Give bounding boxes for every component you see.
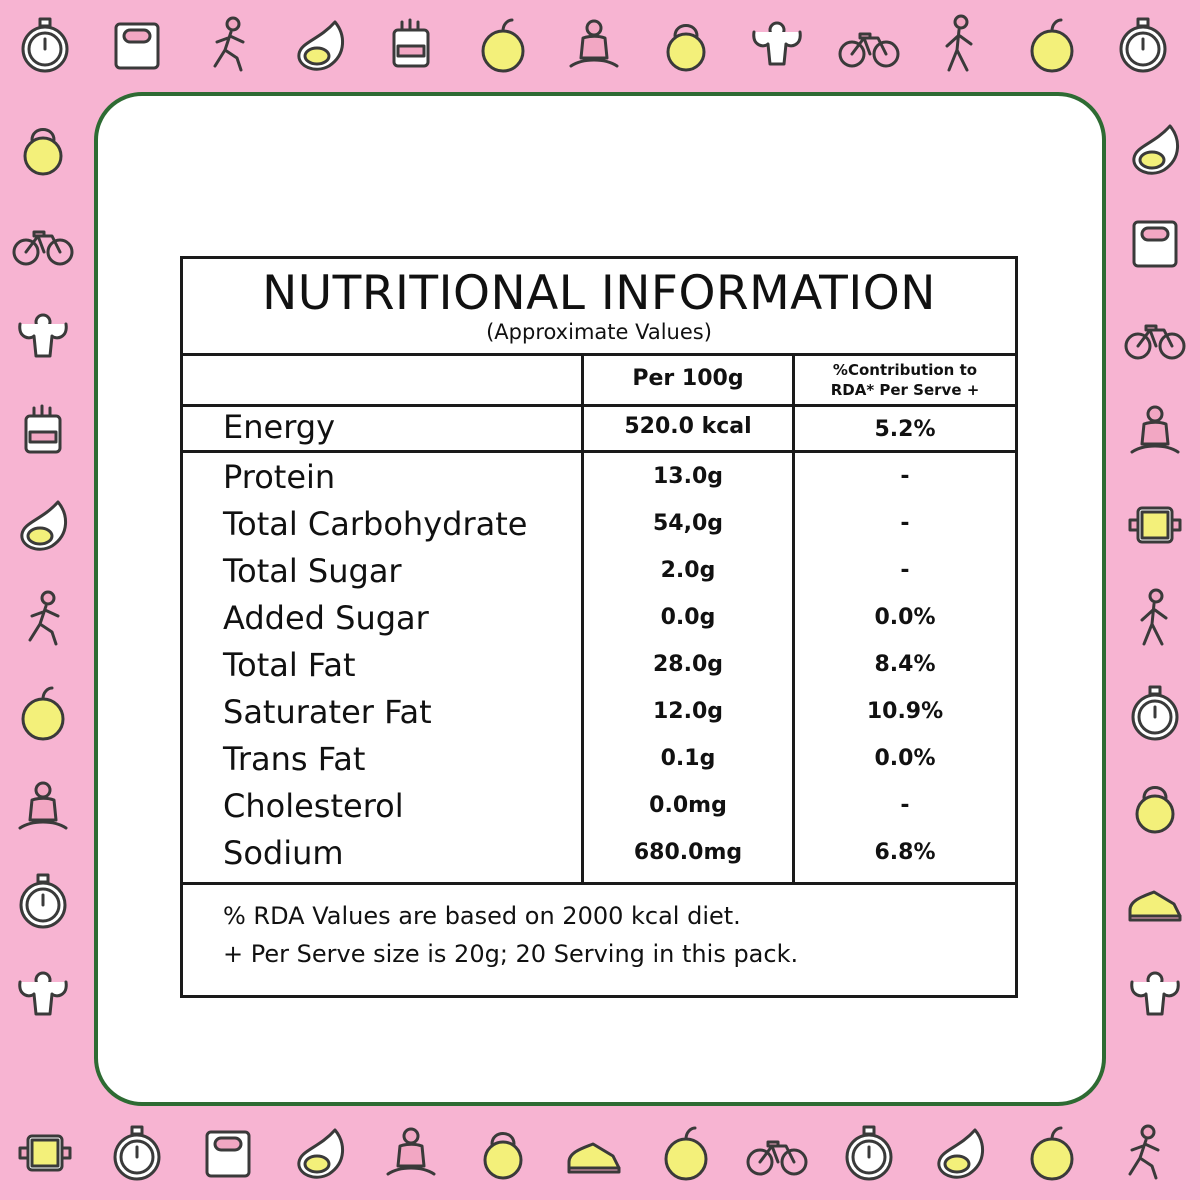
nutrient-rda: - <box>900 793 910 818</box>
nutrient-rda: 0.0% <box>874 605 936 630</box>
bodybuilder-icon <box>1124 964 1186 1026</box>
bicycle-icon <box>746 1122 808 1184</box>
sneaker-icon <box>1124 870 1186 932</box>
nutrition-table: NUTRITIONAL INFORMATION (Approximate Val… <box>180 256 1018 998</box>
footnote-serving: + Per Serve size is 20g; 20 Serving in t… <box>223 940 799 968</box>
nutrient-rda: - <box>900 511 910 536</box>
bicycle-icon <box>12 212 74 274</box>
stopwatch-icon <box>12 870 74 932</box>
nutrient-value: 0.0mg <box>649 793 727 818</box>
kettlebell-icon <box>1124 776 1186 838</box>
kettlebell-icon <box>472 1122 534 1184</box>
apple-icon <box>12 682 74 744</box>
nutrient-label: Total Sugar <box>223 552 402 590</box>
meditation-icon <box>1124 400 1186 462</box>
nutrient-value: 2.0g <box>660 558 716 583</box>
energy-label: Energy <box>223 408 336 446</box>
footnote-rda: % RDA Values are based on 2000 kcal diet… <box>223 902 741 930</box>
runner-icon <box>1112 1122 1174 1184</box>
glove-icon <box>380 14 442 76</box>
meditation-icon <box>563 14 625 76</box>
energy-rda: 5.2% <box>874 417 936 442</box>
nutrient-rda: 8.4% <box>874 652 936 677</box>
runner-icon <box>197 14 259 76</box>
nutrient-rda: 10.9% <box>866 699 944 724</box>
avocado-icon <box>289 14 351 76</box>
bicycle-icon <box>838 14 900 76</box>
nutrient-label: Protein <box>223 458 336 496</box>
nutrient-label: Cholesterol <box>223 787 404 825</box>
fitness-tracker-icon <box>14 1122 76 1184</box>
nutrient-rda: - <box>900 558 910 583</box>
nutrient-label: Sodium <box>223 834 344 872</box>
bodybuilder-icon <box>12 306 74 368</box>
column-divider <box>792 353 795 882</box>
apple-icon <box>655 1122 717 1184</box>
weighing-scale-icon <box>197 1122 259 1184</box>
weighing-scale-icon <box>106 14 168 76</box>
weighing-scale-icon <box>1124 212 1186 274</box>
glove-icon <box>12 400 74 462</box>
stopwatch-icon <box>14 14 76 76</box>
bodybuilder-icon <box>746 14 808 76</box>
nutrient-label: Trans Fat <box>223 740 366 778</box>
meditation-icon <box>380 1122 442 1184</box>
nutrient-value: 0.0g <box>660 605 716 630</box>
column-header-rda-line1: %Contribution to <box>832 361 978 379</box>
column-header-rda-line2: RDA* Per Serve + <box>830 381 980 399</box>
nutrient-rda: 6.8% <box>874 840 936 865</box>
row-divider <box>183 882 1015 885</box>
nutrient-label: Total Fat <box>223 646 356 684</box>
nutrient-value: 54,0g <box>652 511 724 536</box>
page-title: NUTRITIONAL INFORMATION <box>262 266 936 321</box>
apple-icon <box>1021 14 1083 76</box>
nutrient-label: Total Carbohydrate <box>223 505 528 543</box>
nutrient-rda: - <box>900 464 910 489</box>
nutrient-value: 12.0g <box>652 699 724 724</box>
column-divider <box>581 353 584 882</box>
bodybuilder-icon <box>12 964 74 1026</box>
nutrient-value: 0.1g <box>660 746 716 771</box>
avocado-icon <box>1124 118 1186 180</box>
column-header-rda: %Contribution to RDA* Per Serve + <box>795 360 1015 400</box>
nutrient-rda: 0.0% <box>874 746 936 771</box>
row-divider <box>183 450 1015 453</box>
apple-icon <box>1021 1122 1083 1184</box>
row-divider <box>183 404 1015 407</box>
walker-icon <box>929 14 991 76</box>
avocado-icon <box>289 1122 351 1184</box>
page-subtitle: (Approximate Values) <box>486 320 712 344</box>
avocado-icon <box>12 494 74 556</box>
nutrient-value: 680.0mg <box>633 840 743 865</box>
nutrient-label: Saturater Fat <box>223 693 432 731</box>
stopwatch-icon <box>106 1122 168 1184</box>
fitness-tracker-icon <box>1124 494 1186 556</box>
kettlebell-icon <box>655 14 717 76</box>
bicycle-icon <box>1124 306 1186 368</box>
stopwatch-icon <box>1124 682 1186 744</box>
kettlebell-icon <box>12 118 74 180</box>
apple-icon <box>472 14 534 76</box>
stopwatch-icon <box>1112 14 1174 76</box>
energy-value: 520.0 kcal <box>624 414 752 439</box>
nutrient-value: 13.0g <box>652 464 724 489</box>
sneaker-icon <box>563 1122 625 1184</box>
walker-icon <box>1124 588 1186 650</box>
column-header-per100g: Per 100g <box>632 366 744 391</box>
avocado-icon <box>929 1122 991 1184</box>
nutrient-label: Added Sugar <box>223 599 429 637</box>
table-title-box: NUTRITIONAL INFORMATION (Approximate Val… <box>183 259 1015 356</box>
runner-icon <box>12 588 74 650</box>
meditation-icon <box>12 776 74 838</box>
nutrient-value: 28.0g <box>652 652 724 677</box>
stopwatch-icon <box>838 1122 900 1184</box>
